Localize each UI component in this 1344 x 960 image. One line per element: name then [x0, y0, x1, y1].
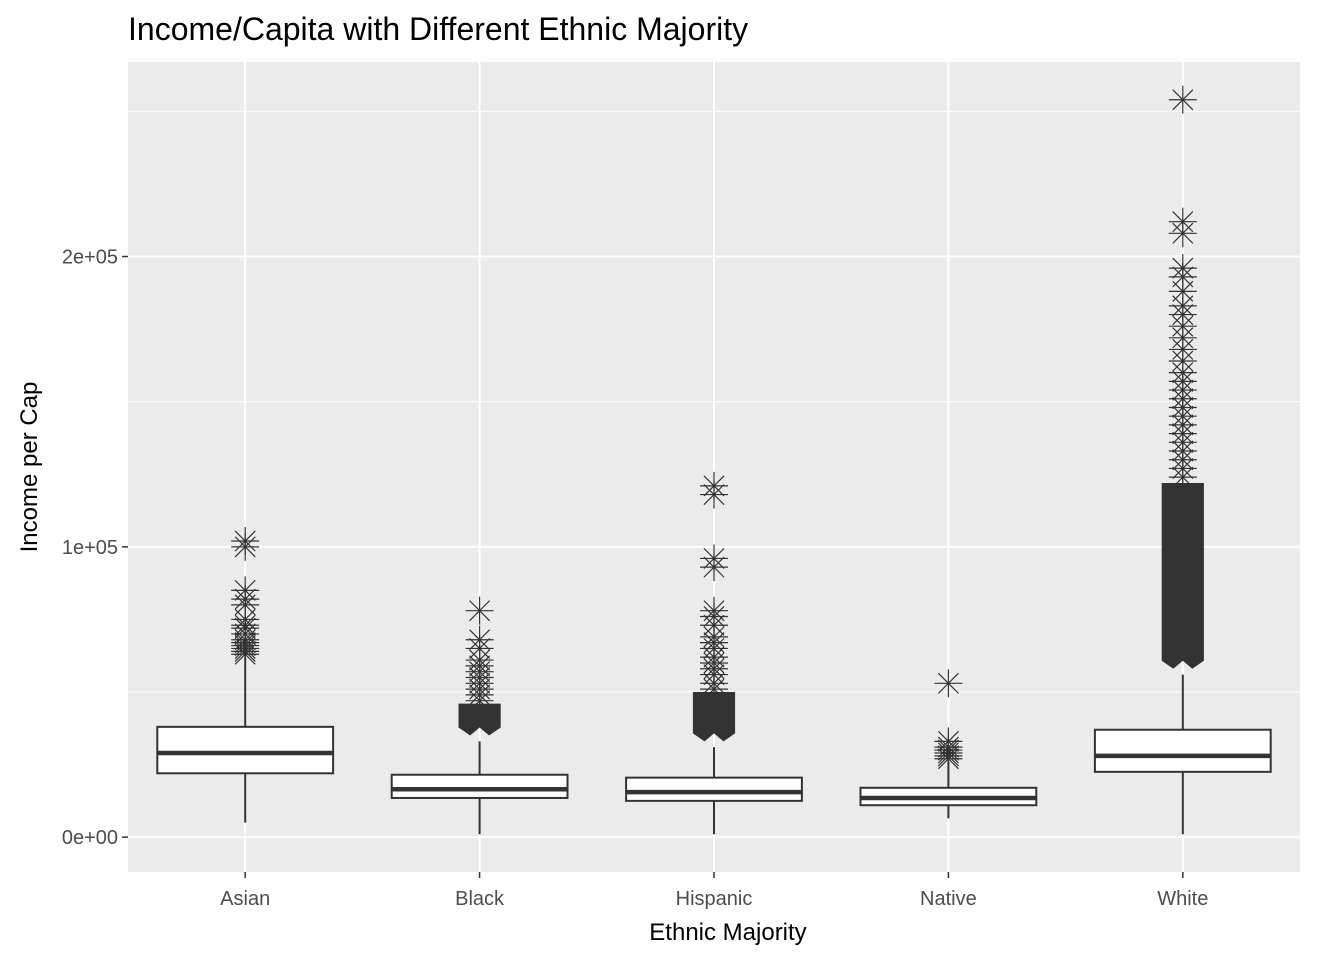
box-iqr: [1093, 728, 1272, 773]
x-tick-label: White: [1157, 888, 1208, 910]
outlier-point: [700, 596, 728, 625]
outlier-point: [231, 605, 260, 634]
outlier-point: [465, 596, 494, 625]
axes: 0e+00 1e+05 2e+05 Asian Black Hispanic Native W…: [62, 247, 1209, 910]
outlier-point: [1168, 254, 1197, 283]
outlier-point: [1168, 207, 1197, 236]
box-iqr: [390, 773, 569, 799]
outlier-point: [934, 727, 963, 756]
boxes: [156, 85, 1272, 835]
outlier-band: [458, 703, 501, 736]
outlier-point: [700, 544, 728, 573]
outlier-point: [1168, 85, 1197, 114]
y-tick-label: 1e+05: [62, 537, 118, 559]
outlier-point: [934, 669, 963, 698]
y-tick-label: 0e+00: [62, 827, 118, 849]
box-native: [859, 669, 1038, 819]
box-hispanic: [625, 471, 803, 835]
outlier-point: [231, 576, 260, 605]
x-tick-label: Native: [920, 888, 977, 910]
x-axis-title: Ethnic Majority: [649, 919, 806, 946]
outlier-band: [1161, 482, 1204, 669]
outlier-point: [465, 625, 494, 654]
outlier-band: [692, 692, 736, 742]
chart-title: Income/Capita with Different Ethnic Majo…: [128, 11, 748, 47]
outlier-point: [700, 471, 728, 500]
x-tick-label: Hispanic: [676, 888, 753, 910]
box-black: [390, 596, 569, 835]
x-tick-label: Black: [455, 888, 505, 910]
box-white: [1093, 85, 1272, 835]
box-iqr: [625, 776, 803, 802]
box-asian: [156, 527, 335, 823]
x-tick-label: Asian: [220, 888, 270, 910]
box-iqr: [156, 725, 335, 775]
y-axis-title: Income per Cap: [16, 382, 43, 553]
y-tick-label: 2e+05: [62, 247, 118, 269]
outlier-point: [231, 527, 260, 556]
